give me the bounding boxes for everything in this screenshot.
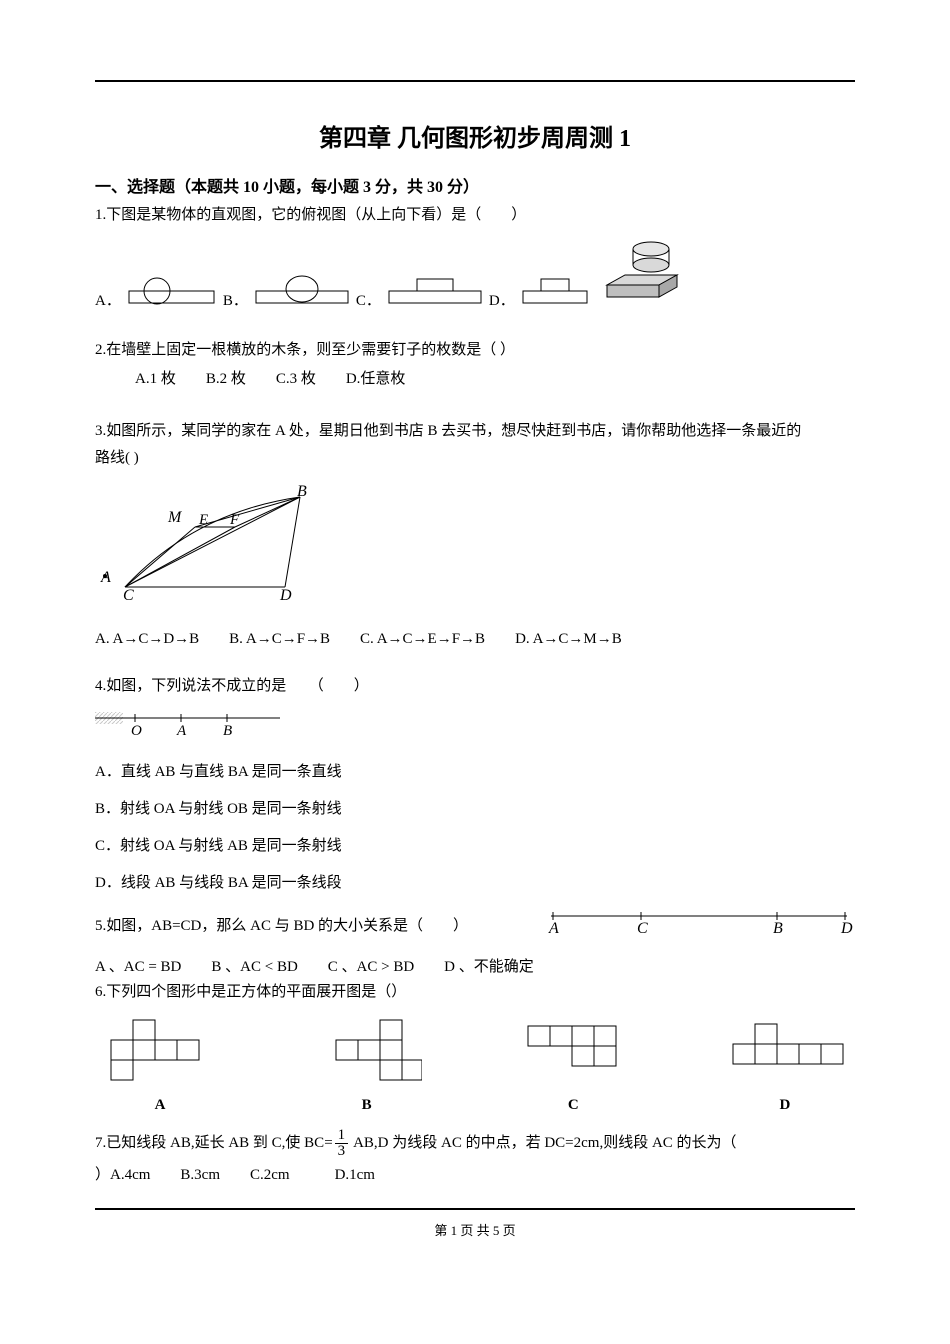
q6-cap-c: C xyxy=(518,1097,628,1114)
q4-diagram-icon: O A B xyxy=(95,709,855,744)
q3-lbl-c: C xyxy=(123,587,134,602)
q4-lbl-o: O xyxy=(131,723,142,739)
q6-cap-b: B xyxy=(312,1097,422,1114)
q6-cap-d: D xyxy=(725,1097,845,1114)
q1-options: A． B． C． D． xyxy=(95,235,855,310)
q5-row: 5.如图，AB=CD，那么 AC 与 BD 的大小关系是（ ） A C B D xyxy=(95,908,855,941)
q6-net-a-icon xyxy=(105,1016,215,1086)
q3-diagram-icon: A C D B M E F xyxy=(95,482,855,607)
q5-lbl-b: B xyxy=(773,920,783,936)
q7-num: 1 xyxy=(335,1128,349,1144)
page: 第四章 几何图形初步周周测 1 一、选择题（本题共 10 小题，每小题 3 分，… xyxy=(0,0,950,1279)
q6-net-b-icon xyxy=(312,1016,422,1086)
q3-text2: 路线( ) xyxy=(95,446,855,472)
q3-text1: 3.如图所示，某同学的家在 A 处，星期日他到书店 B 去买书，想尽快赶到书店，… xyxy=(95,419,855,445)
q4-opt-a: A．直线 AB 与直线 BA 是同一条直线 xyxy=(95,760,855,781)
q2-text: 2.在墙壁上固定一根横放的木条，则至少需要钉子的枚数是（ ） xyxy=(95,338,855,364)
q4-opt-c: C．射线 OA 与射线 AB 是同一条射线 xyxy=(95,834,855,855)
q5-opts: A 、AC = BD B 、AC < BD C 、AC > BD D 、不能确定 xyxy=(95,955,855,976)
q1-option-c-icon xyxy=(387,269,483,310)
q5-lbl-a: A xyxy=(548,920,559,936)
q6-cap-a: A xyxy=(105,1097,215,1114)
q7-text: 7.已知线段 AB,延长 AB 到 C,使 BC=13 AB,D 为线段 AC … xyxy=(95,1128,855,1159)
q1-option-b-icon xyxy=(254,269,350,310)
q6-opt-d: D xyxy=(725,1016,845,1114)
q6-opt-a: A xyxy=(105,1016,215,1114)
q5-text: 5.如图，AB=CD，那么 AC 与 BD 的大小关系是（ ） xyxy=(95,914,468,935)
q7-opts: ）A.4cm B.3cm C.2cm D.1cm xyxy=(95,1163,855,1189)
q6-text: 6.下列四个图形中是正方体的平面展开图是（） xyxy=(95,980,855,1006)
q1-label-a: A． xyxy=(95,289,121,310)
q3-lbl-e: E xyxy=(198,512,208,528)
q1-3d-icon xyxy=(599,235,689,310)
q1-label-d: D． xyxy=(489,289,515,310)
q6-net-d-icon xyxy=(725,1016,845,1086)
q7-post: AB,D 为线段 AC 的中点，若 DC=2cm,则线段 AC 的长为（ xyxy=(350,1134,736,1150)
q1-text: 1.下图是某物体的直观图，它的俯视图（从上向下看）是（ ） xyxy=(95,203,855,229)
q3-lbl-d: D xyxy=(279,587,292,602)
q1-option-d-icon xyxy=(521,269,589,310)
q2-opts: A.1 枚 B.2 枚 C.3 枚 D.任意枚 xyxy=(135,367,855,393)
q1-option-a-icon xyxy=(127,269,217,310)
bottom-rule xyxy=(95,1208,855,1210)
q5-lbl-d: D xyxy=(840,920,853,936)
page-title: 第四章 几何图形初步周周测 1 xyxy=(95,118,855,153)
q5-diagram-icon: A C B D xyxy=(545,908,855,941)
q6-options: A B xyxy=(105,1016,845,1114)
q7-fraction: 13 xyxy=(335,1128,349,1159)
q5-lbl-c: C xyxy=(637,920,648,936)
q7-pre: 7.已知线段 AB,延长 AB 到 C,使 BC= xyxy=(95,1134,333,1150)
q1-label-c: C． xyxy=(356,289,381,310)
q6-opt-b: B xyxy=(312,1016,422,1114)
q6-opt-c: C xyxy=(518,1016,628,1114)
q1-label-b: B． xyxy=(223,289,248,310)
q4-lbl-b: B xyxy=(223,723,232,739)
q3-opts: A. A→C→D→B B. A→C→F→B C. A→C→E→F→B D. A→… xyxy=(95,627,855,648)
q4-text: 4.如图，下列说法不成立的是 （ ） xyxy=(95,674,855,700)
page-footer: 第 1 页 共 5 页 xyxy=(95,1220,855,1239)
q3-lbl-m: M xyxy=(167,509,183,526)
q4-opt-b: B．射线 OA 与射线 OB 是同一条射线 xyxy=(95,797,855,818)
q4-lbl-a: A xyxy=(176,723,187,739)
q4-options: A．直线 AB 与直线 BA 是同一条直线 B．射线 OA 与射线 OB 是同一… xyxy=(95,760,855,892)
q3-lbl-f: F xyxy=(229,512,240,528)
q6-net-c-icon xyxy=(518,1016,628,1086)
section-header: 一、选择题（本题共 10 小题，每小题 3 分，共 30 分） xyxy=(95,173,855,197)
top-rule xyxy=(95,80,855,82)
q7-den: 3 xyxy=(335,1144,349,1159)
q4-opt-d: D．线段 AB 与线段 BA 是同一条线段 xyxy=(95,871,855,892)
